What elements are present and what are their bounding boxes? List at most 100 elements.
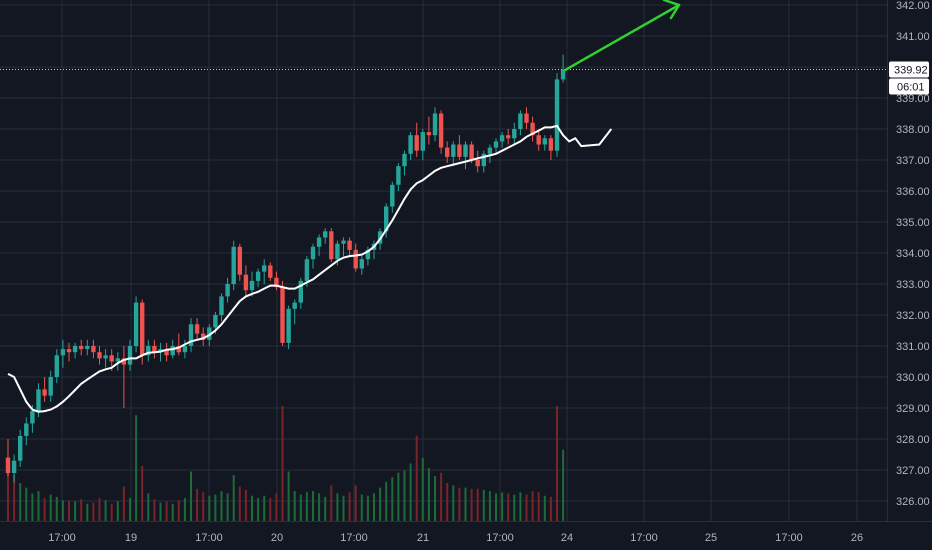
candle	[91, 339, 96, 359]
time-tick-label: 17:00	[195, 532, 223, 544]
candle-body	[140, 302, 145, 356]
volume-bar	[257, 498, 260, 521]
volume-bar	[116, 501, 119, 521]
volume-bar	[25, 487, 28, 521]
candle-body	[30, 411, 35, 424]
candle	[481, 150, 486, 173]
candle	[11, 454, 17, 483]
price-tick-label: 333.00	[896, 279, 930, 291]
candle	[451, 141, 456, 167]
candle-body	[170, 346, 175, 356]
volume-bar	[31, 493, 34, 521]
price-tick-label: 332.00	[896, 310, 930, 322]
volume-bar	[440, 472, 443, 521]
candle-body	[286, 308, 291, 343]
candle-body	[292, 302, 297, 309]
volume-bar	[281, 406, 284, 521]
price-axis[interactable]: 326.00 327.00 328.00 329.00 330.00 331.00 332.…	[896, 0, 930, 508]
volume-bar	[488, 491, 491, 521]
volume-bar	[556, 406, 558, 521]
candle-body	[268, 265, 273, 278]
countdown-label-box	[889, 78, 929, 95]
candle	[493, 138, 499, 154]
price-tick-label: 328.00	[896, 434, 930, 446]
candle-body	[231, 246, 236, 284]
volume-bar	[507, 493, 510, 521]
volume-bar	[141, 465, 144, 521]
volume-bar	[397, 472, 400, 521]
candle-body	[512, 129, 517, 139]
candle-body	[255, 271, 261, 281]
volume-bar	[80, 499, 83, 521]
candle	[133, 296, 139, 353]
candle	[225, 277, 230, 303]
volume-bar	[360, 494, 363, 521]
candle-body	[121, 358, 127, 365]
price-tick-label: 338.00	[896, 124, 930, 136]
candle	[54, 349, 59, 384]
volume-bar	[287, 471, 290, 521]
candle	[243, 265, 249, 297]
volume-bar	[354, 485, 357, 521]
candle	[530, 116, 535, 142]
volume-bar	[318, 493, 321, 521]
price-tick-label: 327.00	[896, 465, 930, 477]
candle-body	[542, 138, 547, 145]
volume-bar	[43, 498, 46, 521]
candle	[66, 342, 72, 362]
trend-arrow-head	[662, 0, 681, 20]
candle	[188, 318, 194, 353]
candle	[140, 299, 145, 365]
candle-body	[481, 153, 486, 167]
candle	[127, 339, 133, 371]
price-tick-label: 326.00	[896, 496, 930, 508]
candle-body	[219, 296, 224, 315]
volume-bar	[373, 493, 375, 521]
volume-bar	[299, 494, 302, 521]
volume-bar	[409, 463, 412, 521]
trend-arrow	[563, 0, 681, 72]
volume-bar	[208, 495, 211, 521]
candle-body	[530, 122, 535, 136]
candle	[316, 234, 322, 257]
candle	[97, 346, 102, 365]
volume-bar	[421, 457, 424, 521]
volume-bar	[342, 495, 345, 521]
candle	[274, 271, 279, 291]
price-tick-label: 337.00	[896, 155, 930, 167]
candle	[48, 370, 53, 402]
candle	[384, 203, 389, 238]
volume-bar	[385, 481, 388, 521]
candle	[402, 150, 407, 176]
candle-body	[347, 240, 352, 250]
candle-body	[249, 280, 255, 291]
candle-body	[194, 324, 200, 334]
volume-bar	[513, 494, 516, 521]
candle	[554, 73, 560, 157]
volume-bar	[464, 487, 467, 521]
price-tick-label: 329.00	[896, 403, 930, 415]
volume-bar	[202, 492, 205, 521]
candle-body	[457, 144, 462, 157]
volume-bar	[98, 498, 101, 521]
candle-body	[48, 377, 53, 396]
candle-body	[103, 355, 108, 359]
candle	[365, 246, 371, 266]
candle-body	[237, 246, 242, 275]
candle-body	[188, 324, 194, 346]
volume-bar	[244, 489, 247, 521]
price-tick-label: 339.00	[896, 93, 930, 105]
time-axis[interactable]: 17:00 19 17:00 20 17:00 21 17:00 24 17:00 25 17:00…	[48, 532, 863, 544]
candle	[176, 333, 181, 356]
candle-body	[310, 246, 316, 260]
candle-body	[274, 277, 279, 288]
candle-body	[414, 135, 419, 151]
candle-body	[365, 249, 371, 260]
volume-bar	[49, 494, 52, 521]
volume-bar	[171, 503, 174, 521]
candle	[463, 141, 468, 170]
volume-bar	[330, 485, 333, 521]
volume-bar	[312, 491, 314, 521]
candle	[518, 110, 523, 136]
